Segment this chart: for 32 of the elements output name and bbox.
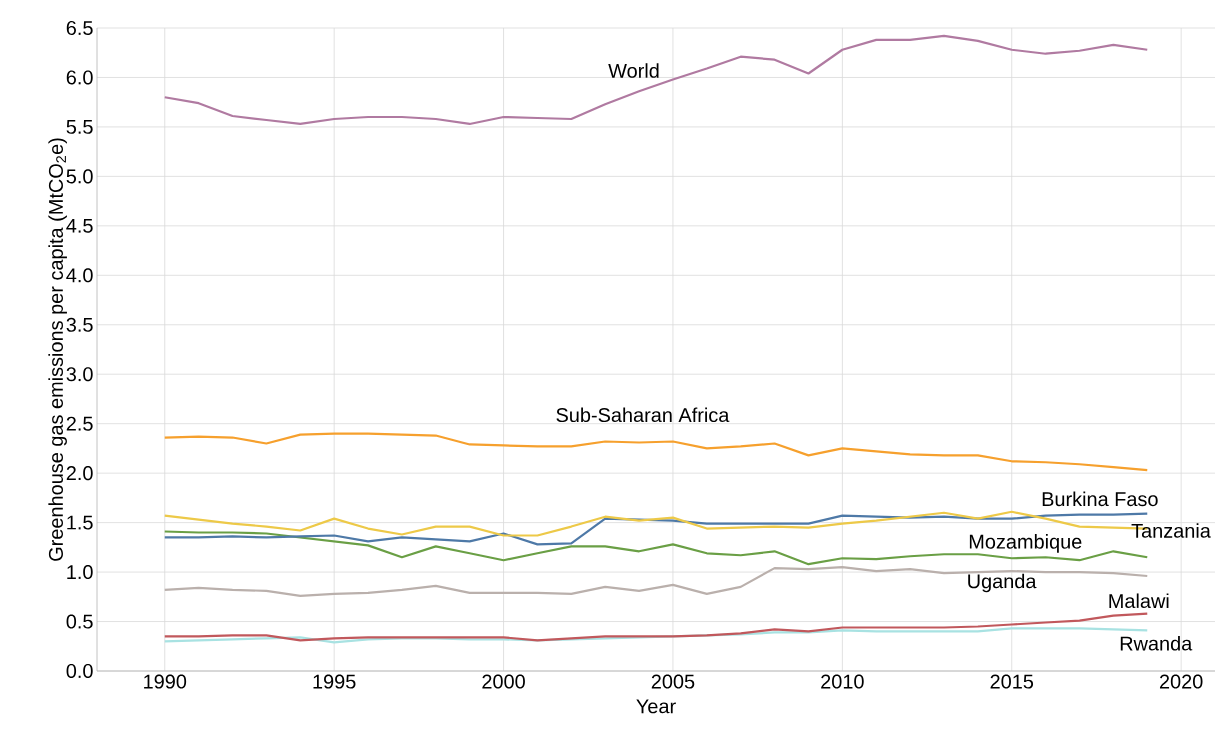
series-label: Mozambique bbox=[969, 534, 1082, 553]
line-series bbox=[163, 34, 1149, 126]
y-tick-label: 0.5 bbox=[66, 614, 93, 629]
y-tick-label: 5.0 bbox=[66, 169, 93, 184]
series-label: World bbox=[608, 63, 659, 78]
series-label: Malawi bbox=[1109, 593, 1169, 609]
x-tick-label: 1995 bbox=[313, 674, 356, 689]
y-tick-label: 0.0 bbox=[66, 663, 93, 679]
y-tick-label: 2.5 bbox=[66, 416, 93, 431]
y-tick-label: 3.5 bbox=[66, 317, 93, 332]
y-tick-label: 1.5 bbox=[67, 515, 93, 530]
y-tick-label: 6.5 bbox=[66, 20, 93, 36]
series-label: Uganda bbox=[968, 573, 1037, 593]
x-axis-title: Year bbox=[636, 699, 676, 714]
y-tick-label: 6.0 bbox=[66, 70, 93, 85]
y-tick-label: 1.0 bbox=[67, 565, 93, 580]
x-tick-label: 2020 bbox=[1159, 674, 1203, 689]
series-label: Tanzania bbox=[1131, 523, 1211, 538]
y-axis-title: Greenhouse gas emissions per capita (MtCO$_{2}$e) bbox=[48, 138, 67, 561]
x-tick-label: 2015 bbox=[990, 674, 1034, 689]
x-tick-label: 2010 bbox=[821, 674, 864, 689]
x-tick-label: 2005 bbox=[651, 674, 695, 689]
y-tick-label: 4.0 bbox=[66, 268, 93, 283]
y-tick-label: 4.5 bbox=[66, 218, 93, 233]
y-tick-label: 5.5 bbox=[66, 119, 93, 134]
y-tick-label: 3.0 bbox=[66, 367, 93, 382]
series-label: Sub-Saharan Africa bbox=[556, 407, 730, 423]
x-tick-label: 2000 bbox=[482, 674, 525, 689]
series-label: Rwanda bbox=[1120, 635, 1193, 651]
x-tick-label: 1990 bbox=[144, 674, 187, 689]
series-label: Burkina Faso bbox=[1042, 491, 1158, 507]
y-tick-label: 2.0 bbox=[66, 466, 93, 481]
